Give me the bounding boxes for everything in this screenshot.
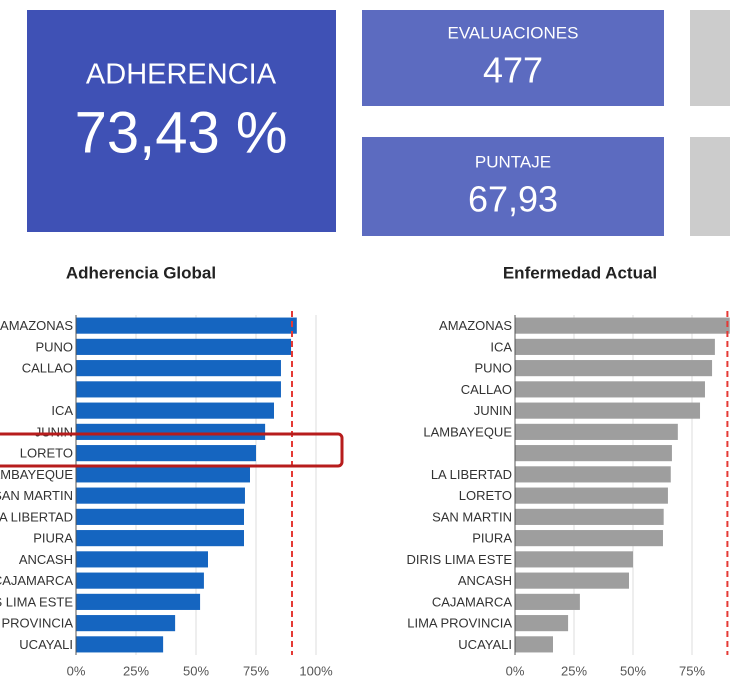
category-label: LORETO — [20, 446, 73, 461]
category-label: CALLAO — [22, 361, 73, 376]
chart-title: Adherencia Global — [66, 263, 216, 282]
bar — [76, 636, 164, 653]
bar — [515, 466, 671, 483]
bar — [76, 317, 297, 334]
bar — [76, 402, 274, 419]
category-label: CAJAMARCA — [0, 573, 73, 588]
category-label: CAJAMARCA — [432, 594, 513, 609]
bar — [515, 445, 672, 462]
category-label: ANCASH — [458, 573, 512, 588]
kpi-card — [27, 10, 336, 232]
category-label: LA LIBERTAD — [431, 467, 512, 482]
kpi-title: ADHERENCIA — [86, 59, 277, 91]
bar — [515, 402, 701, 419]
category-label: LA LIBERTAD — [0, 509, 73, 524]
bar — [76, 508, 244, 525]
x-tick-label: 0% — [506, 663, 525, 678]
category-label: UCAYALI — [19, 637, 73, 652]
bar — [76, 487, 245, 504]
bar — [76, 338, 292, 355]
category-label: LIMA PROVINCIA — [0, 616, 73, 631]
category-label: CALLAO — [461, 382, 512, 397]
bar — [515, 338, 715, 355]
bar — [515, 615, 569, 632]
category-label: LIMA PROVINCIA — [407, 616, 512, 631]
kpi-card — [690, 10, 730, 106]
kpi-title: PUNTAJE — [475, 152, 551, 171]
kpi-title: EVALUACIONES — [447, 23, 578, 42]
bar — [515, 487, 668, 504]
bar — [76, 572, 204, 589]
bar — [515, 593, 580, 610]
bar — [76, 381, 281, 398]
chart-title: Enfermedad Actual — [503, 263, 657, 282]
category-label: ANCASH — [19, 552, 73, 567]
category-label: SAN MARTIN — [0, 488, 73, 503]
bar — [76, 445, 256, 462]
category-label: LAMBAYEQUE — [0, 467, 73, 482]
bar — [515, 317, 730, 334]
x-tick-label: 75% — [243, 663, 269, 678]
bar — [515, 360, 713, 377]
category-label: PIURA — [33, 531, 73, 546]
bar — [515, 381, 705, 398]
x-tick-label: 75% — [679, 663, 705, 678]
bar — [515, 572, 629, 589]
x-tick-label: 25% — [123, 663, 149, 678]
bar — [76, 615, 176, 632]
bar — [76, 551, 208, 568]
bar — [515, 508, 664, 525]
x-tick-label: 0% — [67, 663, 86, 678]
category-label: AMAZONAS — [439, 318, 512, 333]
category-label: JUNIN — [35, 424, 73, 439]
kpi-value: 477 — [483, 50, 543, 91]
category-label: ICA — [490, 339, 512, 354]
charts: 0% 25% 50% 75% 100% AMAZONAS PUNO CALLAO ICA JUNI… — [0, 311, 730, 678]
category-label: LAMBAYEQUE — [423, 424, 512, 439]
category-label: SAN MARTIN — [432, 509, 512, 524]
category-label: AMAZONAS — [0, 318, 73, 333]
bar — [515, 423, 678, 440]
bar — [515, 636, 553, 653]
kpi-card — [362, 10, 664, 106]
category-label: ICA — [51, 403, 73, 418]
kpi-value: 67,93 — [468, 179, 558, 220]
bar — [515, 551, 633, 568]
kpi-value: 73,43 % — [75, 100, 288, 165]
bar — [76, 466, 250, 483]
bar — [76, 593, 201, 610]
bar — [76, 360, 281, 377]
category-label: PUNO — [35, 339, 73, 354]
kpi-card — [362, 137, 664, 236]
category-label: LORETO — [459, 488, 512, 503]
bar — [76, 423, 266, 440]
x-tick-label: 50% — [183, 663, 209, 678]
highlight-box — [0, 432, 344, 468]
bar — [76, 530, 244, 547]
category-label: PIURA — [472, 531, 512, 546]
category-label: DIRIS LIMA ESTE — [407, 552, 513, 567]
x-tick-label: 25% — [561, 663, 587, 678]
category-label: JUNIN — [474, 403, 512, 418]
kpi-card — [690, 137, 730, 236]
category-label: PUNO — [474, 361, 512, 376]
category-label: UCAYALI — [458, 637, 512, 652]
category-label: DIRIS LIMA ESTE — [0, 594, 73, 609]
x-tick-label: 100% — [299, 663, 333, 678]
x-tick-label: 50% — [620, 663, 646, 678]
bar — [515, 530, 663, 547]
